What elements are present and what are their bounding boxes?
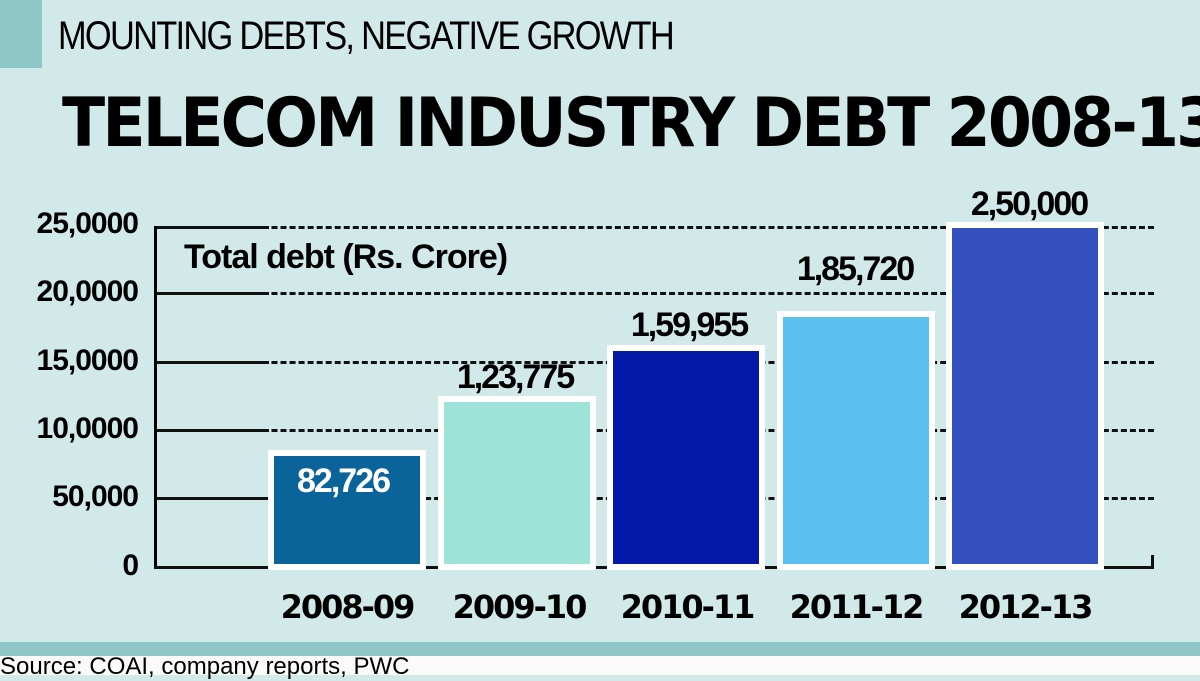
bar-2011-12 xyxy=(777,311,935,570)
x-tick-label: 2011-12 xyxy=(789,588,925,626)
bar-value-label: 1,23,775 xyxy=(456,358,575,396)
gridline-solid xyxy=(154,429,269,432)
bar-2009-10 xyxy=(438,396,596,570)
bar-value-label: 82,726 xyxy=(297,462,391,500)
chart-title: TELECOM INDUSTRY DEBT 2008-13 xyxy=(62,84,1200,163)
bar-2008-09 xyxy=(268,450,426,570)
y-tick-label: 20,0000 xyxy=(36,275,139,308)
accent-block xyxy=(0,0,42,68)
y-tick-label: 25,0000 xyxy=(36,207,139,240)
gridline-solid xyxy=(154,361,269,364)
y-axis xyxy=(154,226,157,568)
bottom-accent-band xyxy=(0,642,1200,656)
gridline xyxy=(154,292,1154,295)
series-label: Total debt (Rs. Crore) xyxy=(184,238,508,276)
bar-value-label: 1,59,955 xyxy=(630,306,749,344)
bar-value-label: 1,85,720 xyxy=(796,250,915,288)
gridline-solid xyxy=(154,292,269,295)
x-tick-label: 2012-13 xyxy=(958,588,1094,626)
x-tick-label: 2009-10 xyxy=(452,588,588,626)
chart-subtitle: MOUNTING DEBTS, NEGATIVE GROWTH xyxy=(58,14,675,58)
y-tick-label: 0 xyxy=(122,549,139,582)
bar-value-label: 2,50,000 xyxy=(970,185,1089,223)
x-axis-end-tick xyxy=(1151,555,1154,569)
source-note: Source: COAI, company reports, PWC xyxy=(0,653,410,680)
x-tick-label: 2008-09 xyxy=(280,588,416,626)
bar-2012-13 xyxy=(946,222,1104,570)
y-tick-label: 10,0000 xyxy=(36,412,139,445)
bar-2010-11 xyxy=(607,345,765,570)
y-tick-label: 15,0000 xyxy=(36,344,139,377)
y-tick-label: 50,000 xyxy=(52,480,139,513)
gridline xyxy=(154,226,1154,229)
footer-strip xyxy=(0,656,1200,675)
x-tick-label: 2010-11 xyxy=(620,588,756,626)
gridline-solid xyxy=(154,497,269,500)
gridline-solid xyxy=(154,226,269,229)
